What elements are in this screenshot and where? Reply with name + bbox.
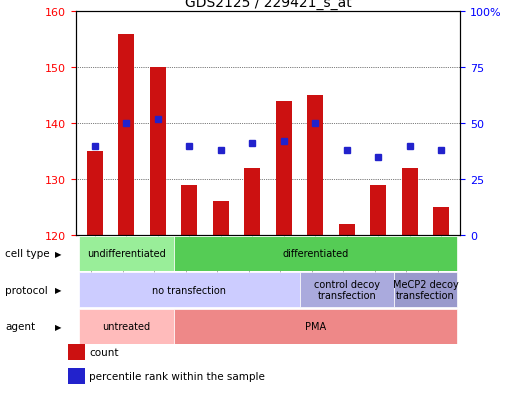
Bar [79,309,174,344]
Text: differentiated: differentiated [282,249,348,259]
Bar [174,309,457,344]
Text: ▶: ▶ [55,285,61,294]
Title: GDS2125 / 229421_s_at: GDS2125 / 229421_s_at [185,0,351,10]
Text: ▶: ▶ [55,322,61,331]
Text: protocol: protocol [5,285,48,295]
Bar [150,68,166,235]
Bar [79,273,300,307]
Bar [68,344,85,360]
Text: undifferentiated: undifferentiated [87,249,166,259]
Bar [118,35,134,235]
Bar [300,273,394,307]
Text: percentile rank within the sample: percentile rank within the sample [89,371,265,382]
Bar [402,169,418,235]
Bar [308,96,323,235]
Bar [79,236,174,271]
Bar [394,273,457,307]
Bar [434,207,449,235]
Text: ▶: ▶ [55,249,61,258]
Bar [174,236,457,271]
Bar [339,224,355,235]
Bar [181,185,197,235]
Bar [244,169,260,235]
Text: agent: agent [5,321,36,331]
Text: cell type: cell type [5,249,50,259]
Bar [370,185,386,235]
Bar [276,102,292,235]
Text: untreated: untreated [102,321,150,331]
Text: MeCP2 decoy
transfection: MeCP2 decoy transfection [393,279,459,301]
Text: no transfection: no transfection [152,285,226,295]
Bar [87,152,103,235]
Text: PMA: PMA [305,321,326,331]
Bar [213,202,229,235]
Bar [68,368,85,385]
Text: control decoy
transfection: control decoy transfection [314,279,380,301]
Text: count: count [89,347,118,357]
